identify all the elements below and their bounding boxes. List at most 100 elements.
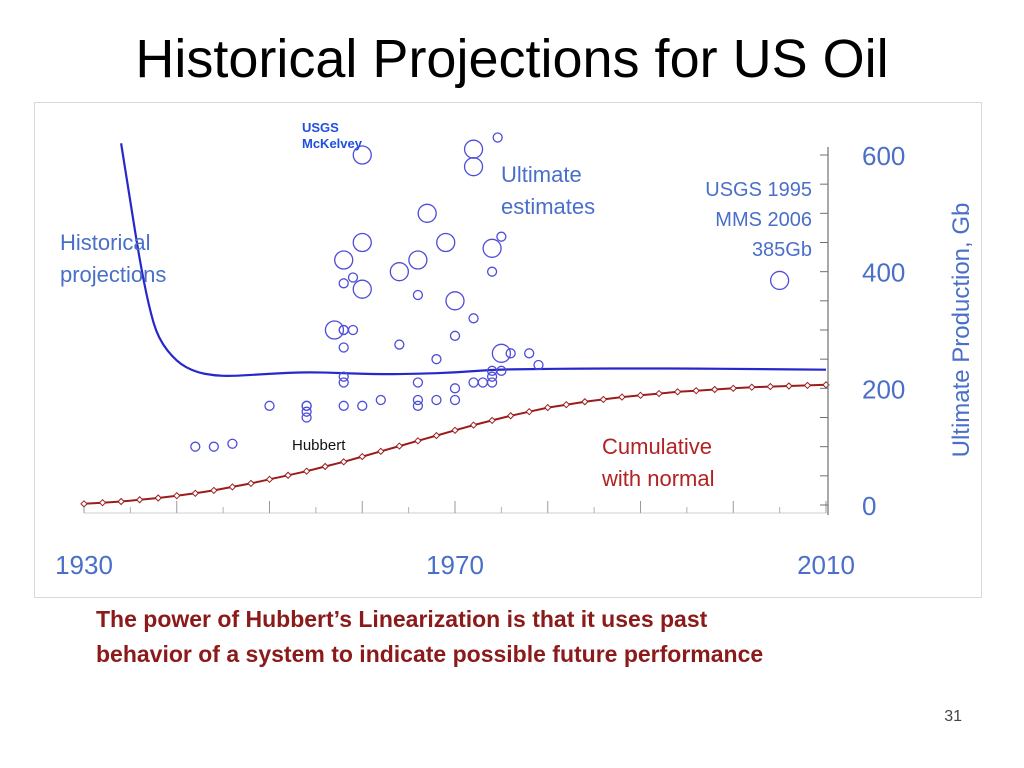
- estimate-point-large: [389, 262, 410, 282]
- cumulative-point: [98, 498, 107, 507]
- x-tick-label: 1970: [426, 550, 484, 580]
- cumulative-point: [488, 416, 496, 425]
- estimate-point: [496, 231, 507, 242]
- estimate-point: [412, 377, 424, 388]
- annotation-usgs-mms-line: 385Gb: [752, 239, 812, 261]
- estimate-point-large: [417, 203, 437, 223]
- estimate-point: [301, 412, 312, 423]
- estimate-point: [468, 377, 479, 388]
- estimate-point: [347, 272, 359, 283]
- cumulative-point: [785, 382, 793, 390]
- annotation-ultimate-estimates-line: Ultimate: [501, 162, 582, 187]
- annotation-ultimate-estimates: Ultimate estimates: [501, 162, 595, 219]
- caption-line-2: behavior of a system to indicate possibl…: [96, 641, 764, 667]
- cumulative-point: [544, 403, 552, 412]
- y-tick-label: 200: [862, 374, 905, 404]
- estimate-point: [496, 365, 507, 376]
- estimate-point: [357, 400, 368, 411]
- estimate-point-large: [352, 279, 372, 299]
- annotation-usgs-mms-line: MMS 2006: [715, 209, 812, 231]
- estimate-point: [301, 406, 312, 417]
- cumulative-point: [710, 385, 719, 394]
- x-tick-label: 2010: [797, 550, 855, 580]
- y-tick-label: 600: [862, 141, 905, 171]
- estimate-point: [338, 278, 349, 289]
- annotation-usgs-mms: USGS 1995 MMS 2006 385Gb: [705, 179, 812, 261]
- estimate-point: [505, 348, 516, 359]
- estimate-point: [431, 354, 442, 365]
- estimate-point: [190, 441, 201, 452]
- annotation-historical-projections-line: projections: [60, 262, 166, 287]
- estimate-point: [449, 330, 461, 341]
- estimate-point: [533, 359, 544, 371]
- estimate-point-large: [324, 320, 345, 340]
- cumulative-point: [451, 426, 459, 435]
- caption: The power of Hubbert’s Linearization is …: [96, 602, 976, 672]
- estimate-point: [486, 266, 498, 277]
- estimate-point: [301, 400, 312, 411]
- cumulative-point: [636, 391, 645, 400]
- annotation-ultimate-estimates-line: estimates: [501, 194, 595, 219]
- estimate-point: [347, 324, 359, 336]
- estimate-point-large: [463, 139, 484, 159]
- estimate-point: [486, 371, 498, 382]
- cumulative-point: [562, 400, 571, 409]
- cumulative-point: [228, 483, 237, 491]
- historical-projection-line: [120, 143, 827, 377]
- estimate-point: [338, 371, 349, 382]
- estimate-point-large: [436, 232, 456, 253]
- cumulative-point: [766, 382, 775, 391]
- cumulative-point: [358, 452, 366, 461]
- cumulative-point: [321, 462, 329, 471]
- estimate-point-large: [408, 250, 428, 270]
- cumulative-point: [339, 458, 348, 466]
- annotation-historical-projections: Historical projections: [60, 230, 166, 287]
- cumulative-point: [210, 486, 218, 495]
- y-tick-label: 400: [862, 258, 905, 288]
- estimate-point: [412, 289, 424, 301]
- estimate-point: [412, 400, 424, 411]
- cumulative-point: [414, 437, 422, 445]
- estimate-point-large: [334, 250, 354, 270]
- cumulative-point: [247, 479, 255, 488]
- cumulative-point: [506, 412, 515, 420]
- cumulative-point: [673, 388, 682, 396]
- estimate-point-large: [352, 145, 372, 165]
- annotation-hubbert-line: Hubbert: [292, 437, 346, 454]
- annotation-usgs-mckelvey: USGS McKelvey: [302, 120, 363, 151]
- estimate-point-large: [769, 270, 790, 291]
- estimate-point: [492, 132, 503, 143]
- annotation-cumulative-line: with normal: [601, 466, 714, 491]
- estimate-point-large: [352, 232, 372, 253]
- cumulative-point: [395, 442, 404, 450]
- estimate-point: [375, 394, 386, 406]
- cumulative-point: [135, 496, 144, 504]
- estimate-point: [338, 400, 349, 411]
- cumulative-point: [469, 421, 478, 429]
- annotation-usgs-mckelvey-line: McKelvey: [302, 136, 363, 151]
- estimate-point: [412, 394, 424, 406]
- cumulative-point: [154, 494, 162, 502]
- cumulative-point: [692, 386, 700, 395]
- annotation-cumulative-line: Cumulative: [602, 434, 712, 459]
- estimate-point: [227, 438, 238, 449]
- cumulative-point: [377, 447, 385, 456]
- estimate-point: [524, 348, 535, 359]
- annotation-cumulative: Cumulative with normal: [601, 434, 714, 491]
- y-tick-label: 0: [862, 491, 876, 521]
- annotation-usgs-mckelvey-line: USGS: [302, 120, 339, 135]
- x-tick-label: 1930: [55, 550, 113, 580]
- cumulative-point: [191, 489, 200, 498]
- cumulative-point: [525, 407, 533, 416]
- cumulative-point: [117, 497, 125, 506]
- cumulative-point: [729, 384, 737, 393]
- caption-line-1: The power of Hubbert’s Linearization is …: [96, 606, 708, 632]
- cumulative-point: [581, 398, 589, 406]
- cumulative-point: [80, 500, 88, 508]
- estimate-point: [338, 342, 349, 353]
- annotation-usgs-mms-line: USGS 1995: [705, 179, 812, 201]
- estimate-point-large: [482, 238, 502, 258]
- cumulative-line: [83, 383, 827, 505]
- estimate-point: [431, 394, 442, 406]
- estimate-point-large: [463, 157, 484, 177]
